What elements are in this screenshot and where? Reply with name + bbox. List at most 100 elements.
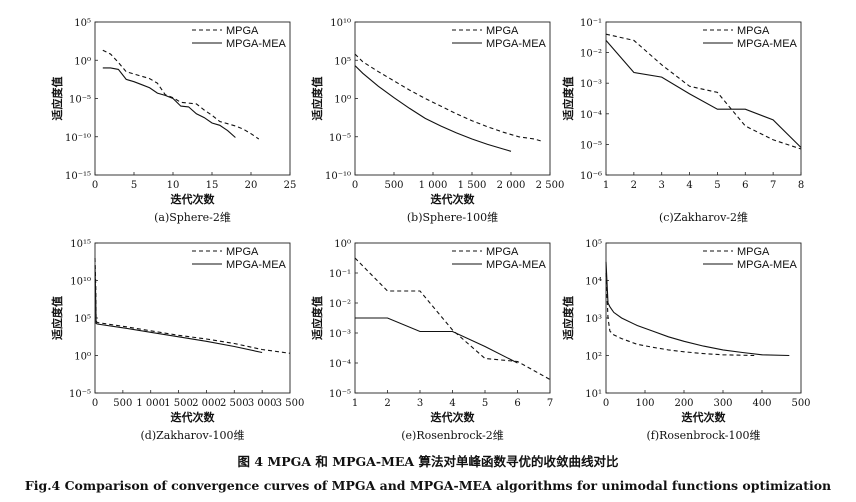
panel-subtitle: (a)Sphere-2维 [154,211,231,224]
x-tick-label: 100 [635,398,654,409]
x-tick-label: 6 [742,180,748,191]
y-tick-label: 10⁰ [74,352,91,363]
y-tick-label: 10⁻¹⁵ [65,171,91,182]
y-tick-label: 10⁻² [329,299,351,310]
series-line-mpga-mea [94,265,263,354]
y-tick-label: 10⁻¹⁰ [325,171,351,182]
y-tick-label: 10⁰ [334,95,351,106]
x-tick-label: 1 500 [164,398,193,409]
x-tick-label: 0 [92,180,98,191]
legend-label: MPGA-MEA [737,38,798,50]
x-tick-label: 5 [714,180,720,191]
x-tick-label: 20 [245,180,258,191]
x-tick-label: 3 [659,180,665,191]
panel-subtitle: (e)Rosenbrock-2维 [401,429,504,442]
y-tick-label: 10⁻⁵ [580,140,602,151]
legend-label: MPGA-MEA [226,259,287,271]
y-tick-label: 10² [585,352,602,363]
legend-label: MPGA-MEA [737,259,798,271]
y-tick-label: 10⁴ [585,277,602,288]
x-tick-label: 2 [631,180,637,191]
x-axis-label: 迭代次数 [171,192,216,206]
x-axis-label: 迭代次数 [171,410,216,424]
x-tick-label: 2 500 [536,180,565,191]
y-axis-label: 适应度值 [310,77,324,121]
x-tick-label: 15 [206,180,219,191]
x-tick-label: 3 500 [276,398,305,409]
x-tick-label: 3 000 [248,398,277,409]
y-tick-label: 10⁻⁵ [69,95,91,106]
x-tick-label: 7 [770,180,776,191]
x-tick-label: 200 [674,398,693,409]
series-line-mpga-mea [605,40,802,148]
plot-frame [605,21,802,176]
series-line-mpga [354,53,543,142]
y-tick-label: 10⁵ [334,56,351,67]
x-tick-label: 8 [798,180,804,191]
series-line-mpga-mea [605,261,790,357]
x-tick-label: 500 [384,180,403,191]
x-tick-label: 3 [417,398,423,409]
legend-label: MPGA [737,246,770,258]
panel-4: 0 500 1 000 1 500 2 000 2 500 3 000 3 500 10⁻⁵ 10… [50,239,304,442]
x-tick-label: 4 [686,180,692,191]
x-axis-label: 迭代次数 [682,410,727,424]
legend-label: MPGA [737,25,770,37]
x-tick-label: 1 [352,398,358,409]
series-line-mpga-mea [354,65,512,152]
panel-3: 1 2 3 4 5 6 7 8 10⁻⁶ 10⁻⁵ 10⁻⁴ 10⁻³ 10⁻² 10⁻¹ 适应度值 (c)Z… [561,18,804,224]
y-tick-label: 10⁻⁴ [580,110,602,121]
x-tick-label: 1 000 [136,398,165,409]
x-tick-label: 1 500 [458,180,487,191]
y-tick-label: 10⁻² [580,49,602,60]
y-tick-label: 10⁻⁵ [329,389,351,400]
y-tick-label: 10⁵ [74,18,91,29]
y-tick-label: 10⁰ [334,239,351,250]
panel-subtitle: (d)Zakharov-100维 [141,429,245,442]
y-tick-label: 10⁻¹⁰ [65,133,91,144]
legend-label: MPGA [486,246,519,258]
y-tick-label: 10⁰ [74,56,91,67]
y-axis-label: 适应度值 [310,296,324,340]
x-axis-label: 迭代次数 [431,410,476,424]
y-tick-label: 10⁻⁵ [69,389,91,400]
x-tick-label: 25 [284,180,297,191]
panel-subtitle: (c)Zakharov-2维 [659,211,748,224]
series-line-mpga [605,33,802,150]
x-tick-label: 0 [603,398,609,409]
y-tick-label: 10⁻³ [580,79,602,90]
y-tick-label: 10³ [585,314,602,325]
x-tick-label: 4 [449,398,455,409]
y-axis-label: 适应度值 [561,77,575,121]
x-tick-label: 10 [167,180,180,191]
series-line-mpga-mea [355,317,518,364]
panel-subtitle: (b)Sphere-100维 [407,211,498,224]
y-tick-label: 10⁻¹ [329,269,351,280]
y-axis-label: 适应度值 [561,296,575,340]
x-tick-label: 5 [482,398,488,409]
y-tick-label: 10⁻⁶ [580,171,602,182]
x-tick-label: 0 [352,180,358,191]
legend-label: MPGA-MEA [486,259,547,271]
x-tick-label: 2 [384,398,390,409]
legend-label: MPGA-MEA [226,38,287,50]
caption-en: Fig.4 Comparison of convergence curves o… [25,478,831,493]
y-tick-label: 10⁻¹ [580,18,602,29]
series-line-mpga [605,272,755,357]
y-tick-label: 10⁻⁵ [329,133,351,144]
x-tick-label: 7 [547,398,553,409]
y-tick-label: 10⁵ [74,314,91,325]
y-tick-label: 10¹⁰ [70,277,91,288]
series-line-mpga-mea [102,67,236,138]
series-line-mpga [102,49,260,140]
y-tick-label: 10¹⁰ [330,18,351,29]
x-tick-label: 300 [713,398,732,409]
legend-label: MPGA-MEA [486,38,547,50]
y-tick-label: 10¹⁵ [70,239,91,250]
x-tick-label: 1 000 [419,180,448,191]
caption-cn: 图 4 MPGA 和 MPGA-MEA 算法对单峰函数寻优的收敛曲线对比 [238,454,619,469]
